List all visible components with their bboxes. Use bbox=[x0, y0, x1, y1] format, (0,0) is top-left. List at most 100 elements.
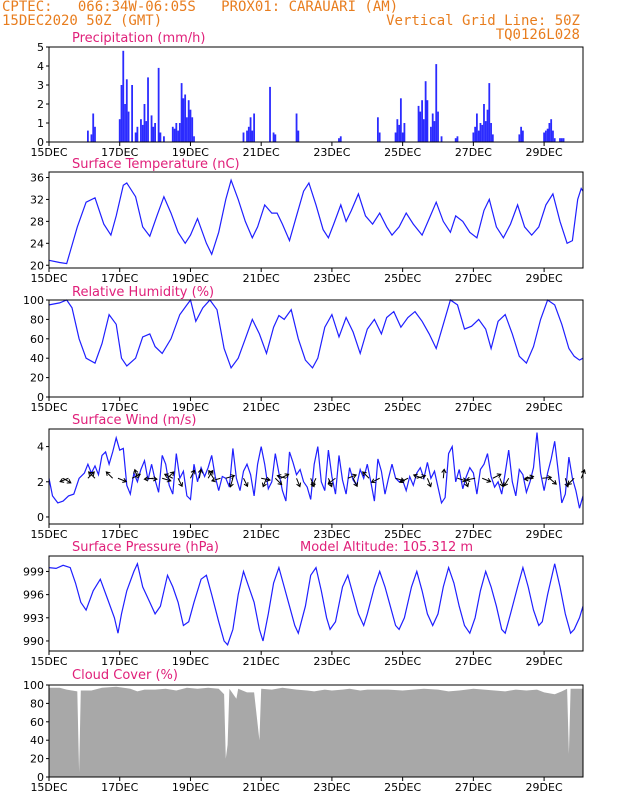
precip-bar bbox=[491, 134, 494, 142]
precip-xtick-label: 27DEC bbox=[455, 146, 492, 159]
precip-bar bbox=[490, 123, 492, 142]
precip-bar bbox=[180, 83, 183, 142]
precip-bar bbox=[426, 100, 429, 142]
wind-vector bbox=[464, 478, 470, 488]
wind-vector bbox=[197, 468, 204, 479]
humidity-ytick-label: 80 bbox=[30, 313, 44, 326]
wind-vector bbox=[62, 477, 72, 484]
humidity-ytick-label: 100 bbox=[23, 294, 44, 307]
humidity-ytick-label: 20 bbox=[30, 372, 44, 385]
precip-bar bbox=[173, 128, 176, 142]
wind-vector bbox=[87, 471, 96, 479]
precip-bar bbox=[376, 117, 379, 142]
header-station-line: CPTEC: 066:34W-06:05S PROX01: CARAUARI (… bbox=[2, 0, 399, 15]
cloud-ytick-label: 40 bbox=[30, 734, 44, 747]
precip-bar bbox=[378, 132, 381, 142]
precip-bar bbox=[472, 132, 475, 142]
precip-bar bbox=[193, 136, 195, 142]
precip-bar bbox=[178, 123, 181, 142]
humidity-xtick-label: 19DEC bbox=[172, 401, 209, 414]
precip-bar bbox=[118, 119, 121, 142]
cloud-xtick-label: 27DEC bbox=[455, 781, 492, 794]
precip-bar bbox=[189, 109, 192, 142]
wind-vector bbox=[362, 471, 370, 479]
wind-vector bbox=[276, 474, 287, 480]
cloud-ytick-label: 80 bbox=[30, 697, 44, 710]
humidity-xtick-label: 23DEC bbox=[313, 401, 350, 414]
precip-xtick-label: 25DEC bbox=[384, 146, 421, 159]
wind-vector bbox=[177, 478, 184, 488]
precip-bar bbox=[394, 132, 397, 142]
precip-bar bbox=[546, 128, 549, 142]
cloud-ytick-label: 0 bbox=[37, 771, 44, 784]
precip-bar bbox=[147, 77, 149, 142]
temperature-xtick-label: 25DEC bbox=[384, 272, 421, 285]
wind-ytick-label: 0 bbox=[37, 511, 44, 524]
wind-vector bbox=[133, 468, 139, 479]
wind-vector bbox=[542, 475, 553, 481]
precip-bar bbox=[559, 138, 561, 142]
precip-bar bbox=[182, 98, 185, 142]
precip-ytick-label: 2 bbox=[37, 98, 44, 111]
temperature-title: Surface Temperature (nC) bbox=[72, 157, 240, 172]
wind-vector bbox=[523, 476, 534, 482]
precip-bar bbox=[430, 126, 432, 142]
precip-bar bbox=[246, 130, 248, 142]
wind-vector bbox=[492, 473, 502, 479]
precip-bar bbox=[152, 126, 155, 142]
wind-xtick-label: 15DEC bbox=[30, 528, 67, 541]
wind-xtick-label: 27DEC bbox=[455, 528, 492, 541]
precip-bar bbox=[272, 132, 275, 142]
precip-bar bbox=[550, 119, 553, 142]
pressure-xtick-label: 23DEC bbox=[313, 655, 350, 668]
pressure-xtick-label: 27DEC bbox=[455, 655, 492, 668]
precip-bar bbox=[486, 109, 489, 142]
humidity-line bbox=[48, 298, 584, 370]
cloud-xtick-label: 15DEC bbox=[30, 781, 67, 794]
pressure-ytick-label: 999 bbox=[23, 565, 44, 578]
cloud-xtick-label: 29DEC bbox=[526, 781, 563, 794]
wind-xtick-label: 29DEC bbox=[526, 528, 563, 541]
humidity-xtick-label: 21DEC bbox=[243, 401, 280, 414]
wind-vector bbox=[465, 476, 476, 482]
cloud-ytick-label: 100 bbox=[23, 679, 44, 692]
temperature-line bbox=[48, 178, 584, 265]
precip-bar bbox=[552, 130, 554, 142]
wind-vector bbox=[482, 477, 492, 483]
wind-vector bbox=[190, 469, 196, 479]
precip-bar bbox=[94, 126, 96, 142]
precip-xtick-label: 19DEC bbox=[172, 146, 209, 159]
precip-bar bbox=[92, 113, 95, 142]
precip-ytick-label: 4 bbox=[37, 60, 44, 73]
precip-ytick-label: 3 bbox=[37, 79, 44, 92]
wind-vector bbox=[208, 469, 214, 479]
precip-bar bbox=[251, 130, 254, 142]
precip-bar bbox=[140, 119, 142, 142]
pressure-ytick-label: 990 bbox=[23, 635, 44, 648]
cloud-xtick-label: 21DEC bbox=[243, 781, 280, 794]
precip-ytick-label: 1 bbox=[37, 117, 44, 130]
precip-bar bbox=[127, 111, 130, 142]
precip-bar bbox=[562, 138, 565, 142]
wind-vector bbox=[59, 477, 69, 483]
precip-bar bbox=[454, 138, 457, 142]
precip-xtick-label: 15DEC bbox=[30, 146, 67, 159]
precip-bar bbox=[157, 67, 160, 142]
wind-vector bbox=[274, 477, 283, 486]
precip-bar bbox=[476, 113, 478, 142]
precip-bar bbox=[124, 104, 126, 142]
precip-bar bbox=[544, 130, 547, 142]
precip-bar bbox=[175, 123, 178, 142]
wind-vector bbox=[261, 478, 267, 488]
precip-bar bbox=[398, 124, 401, 142]
cloud-title: Cloud Cover (%) bbox=[72, 668, 178, 683]
wind-ytick-label: 4 bbox=[37, 441, 44, 454]
temperature-xtick-label: 27DEC bbox=[455, 272, 492, 285]
wind-vector bbox=[228, 478, 234, 488]
humidity-ytick-label: 60 bbox=[30, 333, 44, 346]
precip-xtick-label: 23DEC bbox=[313, 146, 350, 159]
cloud-xtick-label: 19DEC bbox=[172, 781, 209, 794]
wind-xtick-label: 23DEC bbox=[313, 528, 350, 541]
wind-vector bbox=[143, 476, 154, 482]
